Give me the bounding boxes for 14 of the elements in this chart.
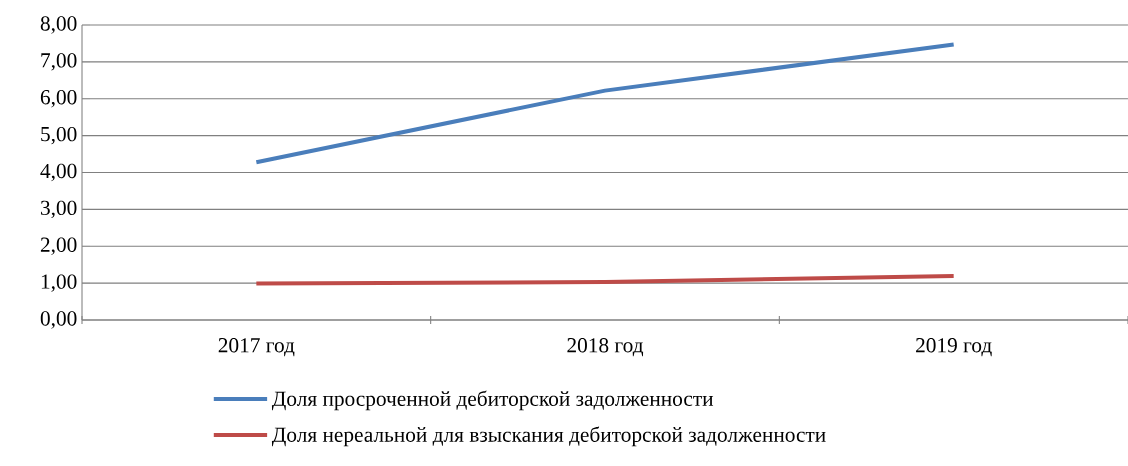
y-tick-label: 8,00	[40, 16, 77, 34]
y-tick-label: 6,00	[40, 90, 77, 108]
y-tick-label: 4,00	[40, 163, 77, 182]
x-tick-label: 2018 год	[567, 338, 644, 357]
x-tick-label: 2019 год	[916, 338, 992, 357]
y-tick-label: 7,00	[41, 53, 77, 71]
legend-label: Доля просроченной дебиторской задолженности	[271, 390, 714, 411]
x-tick-label: 2017 год	[218, 338, 295, 357]
y-tick-label: 5,00	[41, 126, 77, 145]
legend-label: Доля нереальной для взыскания дебиторской задолженности	[271, 426, 826, 447]
y-tick-label: 1,00	[41, 274, 77, 292]
y-tick-label: 0,00	[40, 311, 77, 329]
y-tick-label: 3,00	[40, 200, 77, 219]
y-tick-label: 2,00	[40, 237, 77, 255]
